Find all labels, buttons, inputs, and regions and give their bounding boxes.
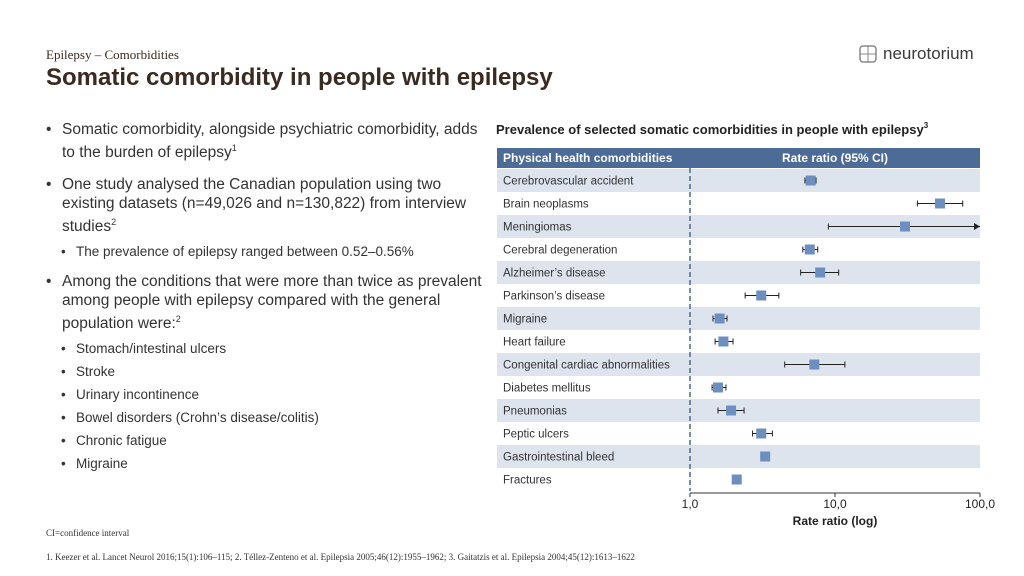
row-label: Diabetes mellitus: [503, 383, 591, 395]
logo: neurotorium: [858, 44, 974, 64]
citation: 2: [111, 217, 117, 228]
point-estimate: [809, 359, 820, 370]
citation: 1: [231, 143, 237, 153]
row-band: [497, 307, 980, 330]
sub-bullet: Migraine: [44, 456, 484, 472]
citation: 3: [924, 121, 929, 130]
point-estimate: [731, 474, 742, 485]
row-band: [497, 169, 980, 192]
bullet-text: Among the conditions that were more than…: [62, 273, 482, 333]
citation: 2: [175, 314, 181, 325]
point-estimate: [726, 405, 737, 416]
bullet-list: Somatic comorbidity, alongside psychiatr…: [44, 120, 484, 484]
x-tick-label: 1,0: [682, 497, 699, 511]
point-estimate: [804, 244, 815, 255]
point-estimate: [714, 313, 725, 324]
sub-bullet: Urinary incontinence: [44, 387, 484, 403]
point-estimate: [805, 175, 816, 186]
logo-icon: [859, 45, 877, 63]
row-label: Pneumonias: [503, 406, 567, 418]
row-label: Heart failure: [503, 337, 566, 349]
chart-title: Prevalence of selected somatic comorbidi…: [496, 121, 929, 137]
row-band: [497, 261, 980, 284]
bullet: One study analysed the Canadian populati…: [44, 175, 484, 236]
row-label: Congenital cardiac abnormalities: [503, 360, 670, 372]
ci-arrow: [974, 223, 980, 230]
column-header: Physical health comorbidities: [503, 151, 673, 165]
row-label: Peptic ulcers: [503, 429, 569, 441]
references: 1. Keezer et al. Lancet Neurol 2016;15(1…: [46, 552, 635, 562]
point-estimate: [713, 382, 724, 393]
row-label: Gastrointestinal bleed: [503, 452, 614, 464]
bullet: Among the conditions that were more than…: [44, 272, 484, 333]
x-axis-label: Rate ratio (log): [793, 514, 878, 528]
logo-text: neurotorium: [883, 44, 974, 63]
footnote: CI=confidence interval: [46, 528, 130, 538]
column-header: Rate ratio (95% CI): [782, 151, 888, 165]
chart-title-text: Prevalence of selected somatic comorbidi…: [496, 122, 924, 137]
point-estimate: [900, 221, 911, 232]
table-header: [497, 148, 980, 168]
sub-bullet: Bowel disorders (Crohn’s disease/colitis…: [44, 410, 484, 426]
x-tick-label: 100,0: [965, 497, 995, 511]
point-estimate: [756, 290, 767, 301]
point-estimate: [756, 428, 767, 439]
row-band: [497, 445, 980, 468]
sub-bullet: The prevalence of epilepsy ranged betwee…: [44, 244, 484, 260]
row-band: [497, 353, 980, 376]
x-tick-label: 10,0: [823, 497, 847, 511]
row-label: Migraine: [503, 314, 547, 326]
row-label: Cerebral degeneration: [503, 245, 617, 257]
slide-title: Somatic comorbidity in people with epile…: [46, 64, 553, 91]
sub-bullet: Stroke: [44, 364, 484, 380]
row-label: Alzheimer’s disease: [503, 268, 605, 280]
section-label: Epilepsy – Comorbidities: [46, 47, 179, 62]
point-estimate: [815, 267, 826, 278]
row-label: Meningiomas: [503, 222, 572, 234]
point-estimate: [760, 451, 771, 462]
row-label: Brain neoplasms: [503, 199, 589, 211]
row-label: Cerebrovascular accident: [503, 176, 634, 188]
row-label: Fractures: [503, 475, 552, 487]
sub-bullet: Stomach/intestinal ulcers: [44, 341, 484, 357]
bullet-text: One study analysed the Canadian populati…: [62, 176, 467, 236]
bullet-text: Somatic comorbidity, alongside psychiatr…: [62, 121, 478, 162]
row-label: Parkinson’s disease: [503, 291, 605, 303]
bullet: Somatic comorbidity, alongside psychiatr…: [44, 120, 484, 162]
sub-bullet: Chronic fatigue: [44, 433, 484, 449]
point-estimate: [935, 198, 946, 209]
row-band: [497, 215, 980, 238]
point-estimate: [718, 336, 729, 347]
